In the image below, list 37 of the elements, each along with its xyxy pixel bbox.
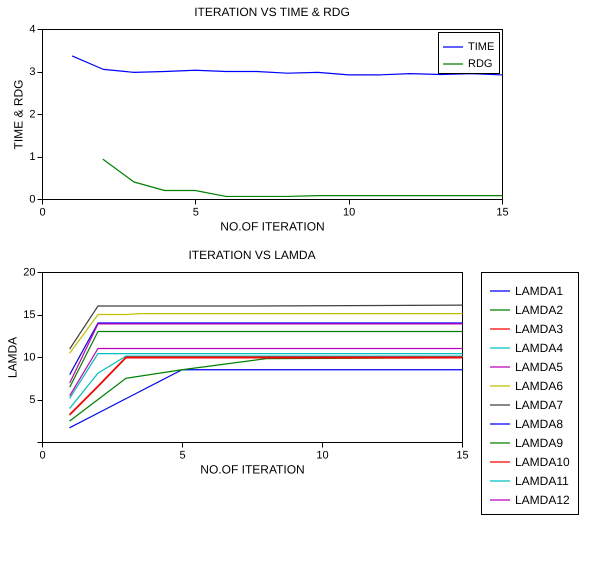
x-tick-label: 10 (316, 450, 329, 462)
x-tick-label: 0 (39, 450, 46, 462)
y-tick-label: 0 (29, 194, 36, 206)
chart-title: ITERATION VS LAMDA (188, 248, 316, 262)
legend-label: LAMDA10 (515, 455, 570, 469)
legend-label: LAMDA7 (515, 398, 564, 412)
legend-label: TIME (468, 41, 494, 53)
y-tick-label: 20 (23, 266, 36, 278)
x-tick-label: 5 (179, 450, 186, 462)
x-tick-label: 5 (192, 206, 199, 218)
legend-label: LAMDA2 (515, 303, 564, 317)
x-axis-title: NO.OF ITERATION (200, 462, 305, 476)
legend-label: LAMDA11 (515, 474, 570, 488)
y-tick-label: 15 (23, 309, 36, 321)
legend-label: RDG (468, 58, 492, 70)
legend-label: LAMDA3 (515, 322, 564, 336)
y-tick-label: 3 (29, 66, 36, 78)
legend-label: LAMDA1 (515, 284, 564, 298)
y-tick-label: 10 (23, 352, 36, 364)
y-tick-label: 2 (29, 108, 36, 120)
y-tick-label: 1 (29, 151, 36, 163)
legend-label: LAMDA5 (515, 360, 564, 374)
x-axis-title: NO.OF ITERATION (220, 220, 325, 234)
legend-label: LAMDA4 (515, 341, 564, 355)
y-tick-label: 4 (29, 24, 36, 36)
chart-title: ITERATION VS TIME & RDG (194, 5, 350, 19)
legend-label: LAMDA6 (515, 379, 564, 393)
x-tick-label: 15 (496, 206, 509, 218)
legend-label: LAMDA8 (515, 417, 564, 431)
y-tick-label: 5 (29, 394, 36, 406)
x-tick-label: 0 (39, 206, 46, 218)
legend-label: LAMDA9 (515, 436, 564, 450)
legend-label: LAMDA12 (515, 493, 570, 507)
x-tick-label: 10 (343, 206, 356, 218)
y-axis-title: LAMDA (5, 336, 20, 378)
y-axis-title: TIME & RDG (11, 79, 26, 150)
x-tick-label: 15 (456, 450, 469, 462)
